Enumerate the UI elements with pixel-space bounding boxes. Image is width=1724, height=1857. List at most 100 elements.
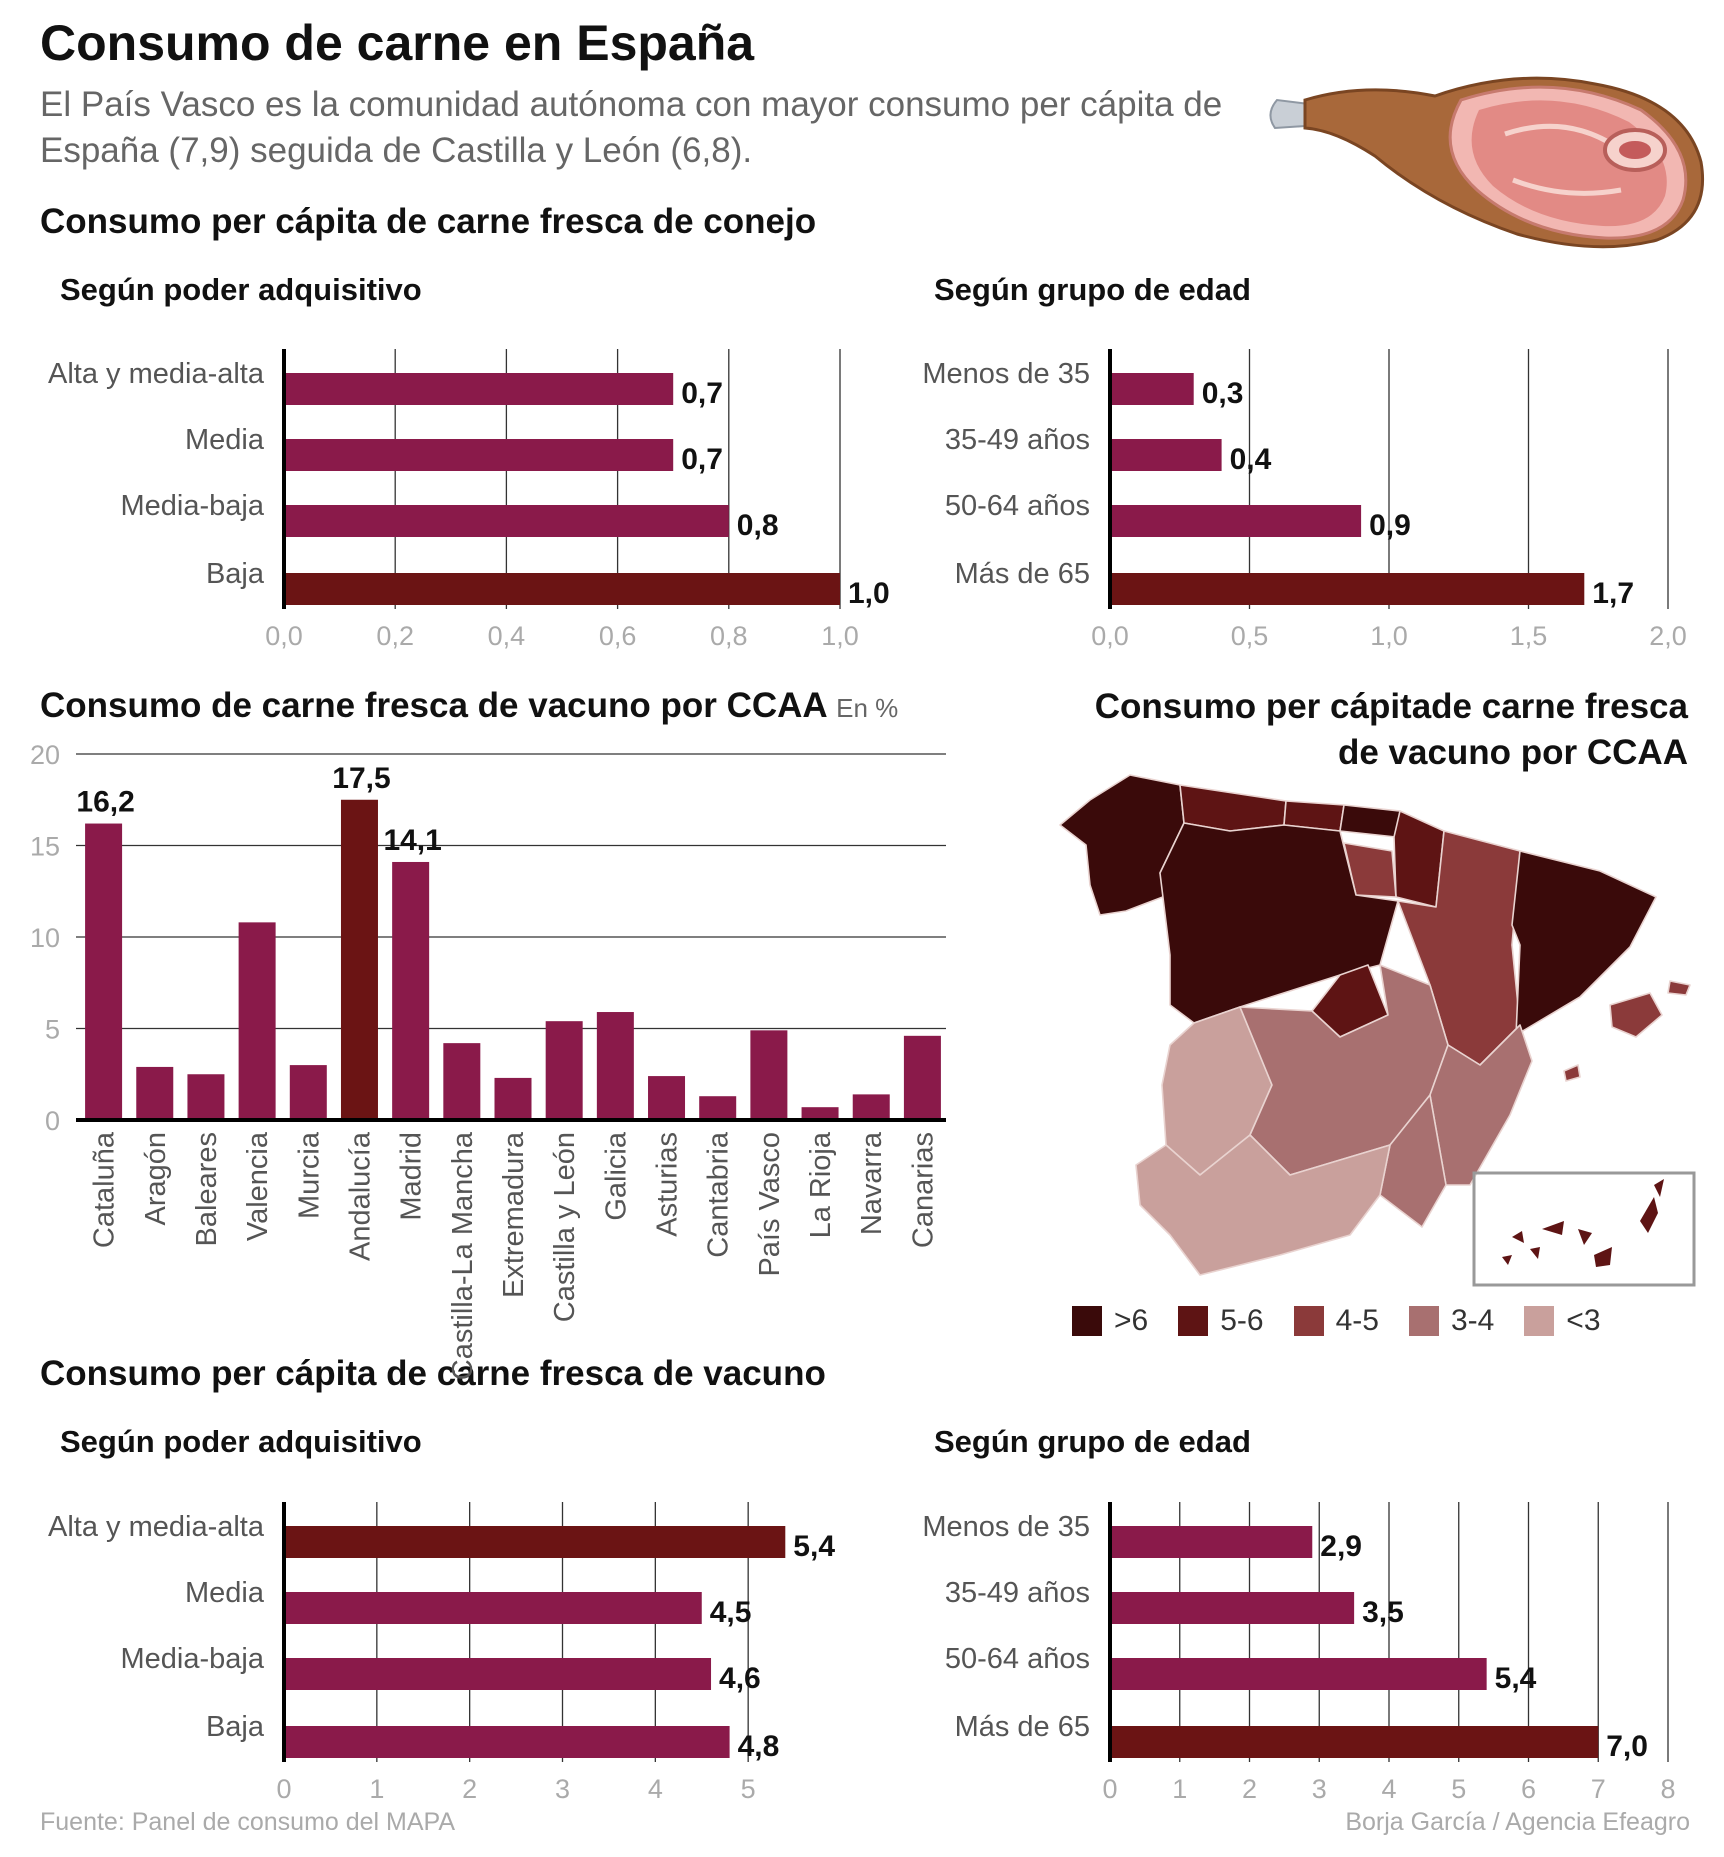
category-label: Extremadura bbox=[498, 1131, 530, 1298]
category-label: Valencia bbox=[242, 1131, 274, 1241]
value-label: 0,9 bbox=[1369, 509, 1411, 542]
tick-label: 4 bbox=[1381, 1774, 1396, 1804]
canarias-inset bbox=[1472, 1171, 1696, 1287]
value-label: 5,4 bbox=[793, 1530, 835, 1563]
tick-label: 3 bbox=[1312, 1774, 1327, 1804]
region-andalucia bbox=[1135, 1134, 1391, 1276]
category-label: Andalucía bbox=[344, 1131, 376, 1261]
tick-label: 3 bbox=[555, 1774, 570, 1804]
legend-item-5-6: 5-6 bbox=[1178, 1304, 1264, 1338]
tick-label: 2 bbox=[462, 1774, 477, 1804]
bar bbox=[238, 922, 276, 1120]
bar bbox=[545, 1021, 583, 1120]
category-label: País Vasco bbox=[754, 1132, 786, 1277]
bar bbox=[699, 1096, 737, 1120]
tick-label: 0,8 bbox=[710, 621, 748, 651]
tick-label: 1 bbox=[1172, 1774, 1187, 1804]
region-pais-vasco bbox=[1339, 804, 1401, 838]
bar bbox=[494, 1077, 532, 1120]
bar bbox=[284, 1726, 730, 1758]
legend-item-gt6: >6 bbox=[1072, 1304, 1148, 1338]
category-label: Navarra bbox=[856, 1131, 888, 1235]
chart-beef-age: 0 1 2 3 4 5 6 7 8 Menos de 35 2,9 35-49 años 3,5 50-6… bbox=[922, 1502, 1676, 1804]
bar bbox=[596, 1012, 634, 1120]
bar bbox=[187, 1074, 225, 1120]
value-label: 3,5 bbox=[1362, 1596, 1404, 1629]
bar bbox=[284, 1592, 702, 1624]
tick-label: 1,0 bbox=[1370, 621, 1408, 651]
category-label: Cantabria bbox=[703, 1131, 735, 1258]
bar bbox=[392, 861, 430, 1120]
category-label: Castilla y León bbox=[549, 1132, 581, 1322]
chart-beef-income: 0 1 2 3 4 5 Alta y media-alta 5,4 Media 4,5 Media-… bbox=[48, 1502, 835, 1804]
tick-label: 7 bbox=[1591, 1774, 1606, 1804]
bar bbox=[903, 1035, 941, 1120]
tick-label: 0 bbox=[45, 1106, 60, 1136]
category-label: Galicia bbox=[600, 1131, 632, 1221]
category-label: Murcia bbox=[293, 1131, 325, 1219]
legend-swatch bbox=[1072, 1306, 1102, 1336]
bar bbox=[1110, 1526, 1313, 1558]
tick-label: 15 bbox=[30, 832, 60, 862]
region-baleares bbox=[1609, 992, 1663, 1038]
category-label: Menos de 35 bbox=[922, 1511, 1090, 1543]
value-label: 17,5 bbox=[332, 762, 390, 795]
category-label: Más de 65 bbox=[955, 1711, 1090, 1743]
chart-title-rabbit-income: Según poder adquisitivo bbox=[60, 272, 422, 307]
tick-label: 1,0 bbox=[821, 621, 859, 651]
bar bbox=[284, 1526, 786, 1558]
value-label: 16,2 bbox=[76, 786, 134, 819]
legend-swatch bbox=[1408, 1306, 1439, 1336]
category-label: Madrid bbox=[396, 1132, 428, 1221]
legend-item-3-4: 3-4 bbox=[1408, 1304, 1495, 1338]
tick-label: 20 bbox=[30, 740, 60, 770]
tick-label: 2 bbox=[1242, 1774, 1257, 1804]
category-label: Aragón bbox=[140, 1132, 172, 1226]
category-label: Alta y media-alta bbox=[48, 358, 265, 390]
bar bbox=[85, 823, 123, 1120]
bar bbox=[340, 799, 378, 1120]
value-label: 0,8 bbox=[737, 509, 779, 542]
region-cataluna bbox=[1511, 850, 1657, 1036]
bar bbox=[284, 439, 674, 471]
bar bbox=[1110, 373, 1194, 405]
tick-label: 0,4 bbox=[488, 621, 526, 651]
section-title-beef: Consumo per cápita de carne fresca de va… bbox=[40, 1354, 826, 1393]
category-label: Media-baja bbox=[121, 490, 265, 522]
category-label: 50-64 años bbox=[945, 1643, 1090, 1675]
legend-item-4-5: 4-5 bbox=[1293, 1304, 1379, 1338]
chart-title-ccaa: Consumo de carne fresca de vacuno por CC… bbox=[40, 686, 898, 726]
tick-label: 0,6 bbox=[599, 621, 637, 651]
legend-label: >6 bbox=[1114, 1304, 1149, 1337]
value-label: 4,6 bbox=[719, 1662, 761, 1695]
legend-label: 5-6 bbox=[1220, 1304, 1264, 1337]
tick-label: 0,0 bbox=[265, 621, 303, 651]
legend-label: 3-4 bbox=[1450, 1304, 1495, 1337]
bar bbox=[648, 1076, 686, 1120]
legend-label: <3 bbox=[1566, 1304, 1601, 1337]
value-label: 0,7 bbox=[681, 443, 723, 476]
value-label: 7,0 bbox=[1606, 1730, 1648, 1763]
chart-title-beef-income: Según poder adquisitivo bbox=[60, 1424, 422, 1459]
legend-swatch bbox=[1178, 1306, 1209, 1336]
bar bbox=[289, 1065, 327, 1120]
tick-label: 4 bbox=[648, 1774, 663, 1804]
legend-label: 4-5 bbox=[1335, 1304, 1379, 1337]
bar bbox=[284, 373, 674, 405]
category-label: 50-64 años bbox=[945, 490, 1090, 522]
value-label: 0,4 bbox=[1230, 443, 1272, 476]
bar bbox=[1110, 505, 1362, 537]
category-label: Media bbox=[185, 424, 265, 456]
chart-title-rabbit-age: Según grupo de edad bbox=[934, 272, 1251, 307]
page-title: Consumo de carne en España bbox=[40, 15, 755, 71]
spain-map bbox=[1059, 774, 1696, 1287]
legend-swatch bbox=[1293, 1306, 1324, 1336]
map-legend: >6 5-6 4-5 3-4 <3 bbox=[1072, 1304, 1631, 1338]
category-label: 35-49 años bbox=[945, 1577, 1090, 1609]
tick-label: 0,5 bbox=[1231, 621, 1269, 651]
category-label: Alta y media-alta bbox=[48, 1511, 265, 1543]
bar bbox=[750, 1030, 788, 1120]
value-label: 0,7 bbox=[681, 377, 723, 410]
bar bbox=[1110, 1726, 1599, 1758]
bar bbox=[284, 573, 840, 605]
